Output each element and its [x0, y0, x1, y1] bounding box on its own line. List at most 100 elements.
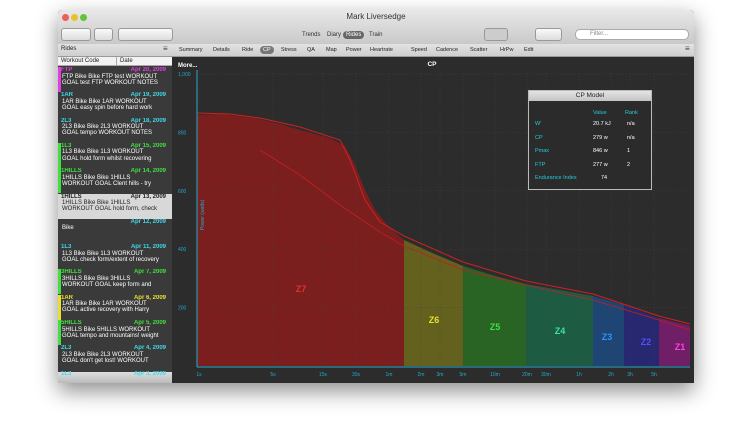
metric-rank: 2 [627, 161, 631, 168]
x-tick-label: 20m [522, 372, 532, 378]
ride-header: 3HILLS Apr 7, 2009 [58, 269, 172, 276]
column-label: Workout Code [61, 58, 100, 64]
tab[interactable]: HrPw [500, 47, 514, 53]
ride-header: 5HILLS Apr 5, 2009 [58, 320, 172, 327]
ride-date: Apr 3, 2009 [133, 370, 166, 377]
zone-label: Z6 [429, 315, 440, 325]
view-toggle[interactable] [535, 28, 562, 41]
ride-date: Apr 15, 2009 [130, 142, 166, 149]
chart-title: CP [427, 61, 437, 68]
ride-header: 1L3 Apr 3, 2009 [58, 371, 172, 378]
ride-header: 1AR Apr 6, 2009 [58, 295, 172, 302]
y-tick-label: 1,000 [178, 72, 191, 78]
ride-item[interactable]: 1L3 Apr 15, 2009 1L3 Bike Bike 1L3 WORKOUT… [58, 142, 172, 168]
column-label: Date [116, 57, 133, 65]
tab[interactable]: Details [213, 47, 230, 53]
tab[interactable]: Heartrate [370, 47, 393, 53]
tab[interactable]: CP [260, 46, 274, 54]
close-button[interactable] [62, 14, 69, 21]
ride-header: 2L3 Apr 18, 2009 [58, 118, 172, 125]
view-button[interactable]: Trends [302, 32, 321, 38]
view-button[interactable]: Train [369, 32, 383, 38]
zone-label: Z2 [641, 337, 652, 347]
workout-code: 3HILLS [61, 269, 82, 276]
metric-value: 74 [601, 175, 608, 181]
tab[interactable]: QA [307, 47, 315, 53]
metric-name: FTP [535, 161, 546, 168]
x-tick-label: 30m [541, 372, 551, 378]
tab[interactable]: Summary [179, 47, 203, 53]
more-link[interactable]: More... [178, 63, 198, 69]
zone-label: Z5 [490, 322, 501, 332]
ride-item[interactable]: 3HILLS Apr 7, 2009 3HILLS Bike Bike 3HILLS… [58, 269, 172, 295]
menu-icon[interactable]: ≡ [685, 44, 690, 53]
tab[interactable]: Power [346, 47, 362, 53]
zone-label: Z7 [296, 284, 307, 294]
import-button[interactable] [61, 28, 91, 41]
tab[interactable]: Ride [242, 47, 254, 53]
ride-header: 1HILLS Apr 14, 2009 [58, 168, 172, 175]
model-curve [259, 149, 691, 331]
action-buttons[interactable] [118, 28, 173, 41]
ride-item[interactable]: Apr 12, 2009 Bike [58, 219, 172, 244]
ride-item[interactable]: FTP Apr 20, 2009 FTP Bike Bike FTP test WO… [58, 67, 172, 92]
x-tick-label: 1m [386, 372, 393, 378]
x-tick-label: 1s [196, 372, 202, 378]
tab[interactable]: Edit [524, 47, 534, 53]
search-box[interactable]: Filter... [575, 29, 689, 40]
view-button[interactable]: Rides [343, 31, 365, 39]
ride-date: Apr 19, 2009 [130, 92, 166, 99]
ride-note: 2L3 Bike Bike 2L3 WORKOUT [62, 124, 144, 131]
menu-icon[interactable]: ≡ [163, 44, 168, 53]
x-tick-label: 5m [460, 372, 467, 378]
metric-rank: 1 [627, 148, 631, 154]
workout-code: 1L3 [61, 142, 72, 149]
ride-note: 1HILLS Bike Bike 1HILLS [62, 200, 131, 206]
minimize-button[interactable] [71, 14, 78, 21]
tab[interactable]: Speed [411, 47, 427, 53]
metric-value: 846 w [593, 148, 608, 154]
ride-item[interactable]: 2L3 Apr 18, 2009 2L3 Bike Bike 2L3 WORKOUT… [58, 118, 172, 143]
ride-date: Apr 7, 2009 [133, 269, 166, 276]
column-header: Rank [625, 110, 638, 116]
ride-list: Workout Code Date FTP Apr 20, 2009 FTP Bik… [58, 57, 173, 383]
new-button[interactable] [94, 28, 113, 41]
ride-header: 1L3 Apr 15, 2009 [58, 143, 172, 150]
metric-value: 20.7 kJ [593, 121, 611, 127]
ride-item[interactable]: 1AR Apr 6, 2009 1AR Bike Bike 1AR WORKOUT G… [58, 294, 172, 320]
workout-code: 5HILLS [61, 320, 82, 326]
ride-item[interactable]: 5HILLS Apr 5, 2009 5HILLS Bike 5HILLS WORK… [58, 320, 172, 345]
workout-code: 1HILLS [61, 168, 82, 175]
y-axis-label: Power (watts) [200, 199, 206, 230]
tab[interactable]: Scatter [470, 47, 488, 53]
workout-code: 1AR [61, 294, 74, 301]
column-header: Value [593, 110, 607, 116]
tab[interactable]: Map [326, 47, 337, 53]
ride-item[interactable]: 1AR Apr 19, 2009 1AR Bike Bike 1AR WORKOUT… [58, 92, 172, 117]
x-tick-label: 30s [352, 372, 361, 378]
layout-toggle[interactable] [484, 28, 508, 41]
ride-note: WORKOUT GOAL keep form and [62, 282, 152, 289]
ride-item[interactable]: 1HILLS Apr 13, 2009 1HILLS Bike Bike 1HILL… [58, 193, 172, 219]
x-tick-label: 10m [490, 372, 500, 378]
ride-item[interactable]: 1L3 Apr 11, 2009 1L3 Bike Bike 1L3 WORKOUT… [58, 244, 172, 269]
view-button[interactable]: Diary [327, 32, 342, 38]
y-tick-label: 400 [178, 247, 187, 253]
ride-item[interactable]: 2L3 Apr 4, 2009 2L3 Bike Bike 2L3 WORKOUT G… [58, 345, 172, 370]
ride-note: 2L3 Bike Bike 2L3 WORKOUT [62, 351, 144, 358]
x-tick-label: 2h [608, 372, 614, 378]
ride-note: FTP Bike Bike FTP test WORKOUT [62, 73, 158, 80]
zoom-button[interactable] [80, 14, 87, 21]
metric-rank: n/a [627, 121, 635, 127]
x-tick-label: 2m [418, 372, 425, 378]
ride-note: GOAL easy spin before hard work [62, 105, 153, 112]
ride-item[interactable]: 1HILLS Apr 14, 2009 1HILLS Bike Bike 1HILL… [58, 168, 172, 194]
ride-color-bar [58, 269, 61, 295]
tab[interactable]: Cadence [436, 47, 459, 53]
tab[interactable]: Stress [281, 47, 297, 53]
ride-item[interactable]: 1L3 Apr 3, 2009 [58, 371, 172, 383]
x-tick-label: 5h [651, 372, 657, 378]
ride-note: WORKOUT GOAL Clent hills - try [62, 180, 152, 187]
ride-note: 1L3 Bike Bike 1L3 WORKOUT [62, 250, 144, 257]
ride-note: Bike [62, 225, 74, 232]
